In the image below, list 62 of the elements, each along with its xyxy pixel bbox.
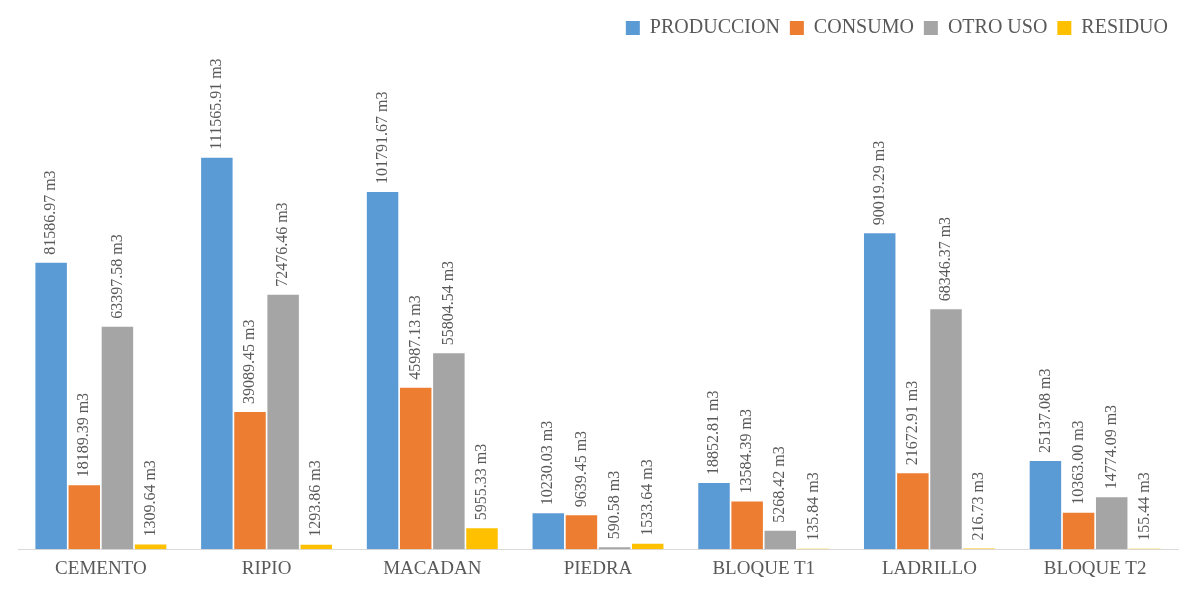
data-label: 55804.54 m3 [439, 260, 457, 346]
data-label: 101791.67 m3 [372, 91, 390, 184]
x-tick-label: LADRILLO [881, 556, 977, 578]
bar [598, 547, 631, 550]
data-label: 68346.37 m3 [936, 216, 954, 302]
data-label: 72476.46 m3 [273, 202, 291, 287]
bar [68, 485, 101, 550]
legend-label: CONSUMO [813, 15, 914, 38]
data-label: 45987.13 m3 [405, 295, 423, 380]
data-label: 90019.29 m3 [869, 140, 887, 226]
bar [234, 412, 266, 550]
x-tick-label: MACADAN [383, 556, 482, 578]
x-tick-label: PIEDRA [563, 556, 633, 578]
bar [930, 309, 962, 550]
bar [631, 543, 664, 550]
data-label: 25137.08 m3 [1035, 368, 1053, 453]
bar [764, 530, 797, 550]
bar [366, 191, 399, 550]
data-label: 5955.33 m3 [472, 443, 490, 521]
bar [897, 473, 929, 550]
legend-label: PRODUCCION [649, 15, 780, 38]
bar [267, 294, 299, 550]
data-label: 21672.91 m3 [903, 380, 921, 466]
bar [1062, 512, 1095, 550]
data-label: 81586.97 m3 [41, 170, 59, 255]
legend-label: RESIDUO [1081, 15, 1168, 38]
bar [1029, 460, 1062, 550]
data-label: 18189.39 m3 [74, 392, 92, 478]
data-label: 1293.86 m3 [306, 460, 324, 537]
data-label: 5268.42 m3 [770, 446, 788, 523]
x-tick-label: BLOQUE T1 [712, 556, 815, 578]
data-label: 10363.00 m3 [1068, 420, 1086, 505]
bar [35, 262, 67, 550]
bar [399, 387, 432, 550]
data-label: 111565.91 m3 [207, 58, 225, 150]
bar [1095, 497, 1128, 550]
data-label: 155.44 m3 [1135, 472, 1153, 541]
data-label: 39089.45 m3 [240, 319, 258, 405]
bar [565, 515, 598, 550]
data-label: 590.58 m3 [604, 470, 622, 540]
data-label: 63397.58 m3 [107, 234, 125, 319]
data-label: 1309.64 m3 [140, 460, 158, 537]
data-label: 10230.03 m3 [538, 420, 556, 506]
data-label: 18852.81 m3 [704, 390, 722, 476]
bar [731, 501, 763, 550]
data-label: 9639.45 m3 [571, 430, 589, 508]
legend-label: OTRO USO [947, 15, 1048, 38]
data-label: 135.84 m3 [803, 472, 821, 541]
bar [201, 157, 233, 550]
x-tick-label: CEMENTO [55, 556, 147, 578]
bar [698, 483, 730, 550]
x-tick-label: RIPIO [241, 556, 292, 578]
x-tick-label: BLOQUE T2 [1043, 556, 1147, 578]
data-label: 216.73 m3 [969, 471, 987, 541]
data-label: 13584.39 m3 [737, 409, 755, 494]
bar [863, 233, 896, 550]
bar [433, 353, 465, 550]
bar [466, 528, 498, 550]
data-label: 1533.64 m3 [637, 459, 655, 536]
bar [101, 326, 134, 550]
bar [532, 513, 565, 550]
data-label: 14774.09 m3 [1101, 404, 1119, 490]
